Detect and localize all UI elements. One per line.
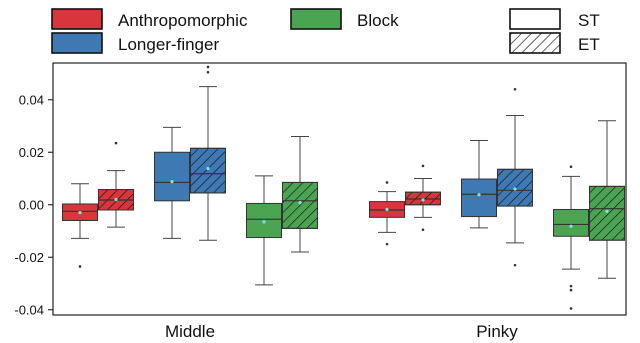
box-middle-block-st (246, 175, 282, 286)
mean-marker (262, 220, 266, 224)
mean-marker (114, 197, 118, 202)
legend: Anthropomorphic Longer-finger Block ST E… (51, 8, 600, 54)
outlier-point (421, 164, 425, 168)
outlier-point (569, 165, 573, 168)
outlier-point (569, 307, 573, 310)
legend-swatch-anthropomorphic (51, 8, 103, 30)
y-tick-label-1: 0.02 (19, 145, 44, 160)
legend-label-et: ET (578, 35, 600, 54)
mean-marker (513, 187, 517, 191)
box-middle-block-et (282, 136, 318, 253)
legend-label-block: Block (357, 11, 399, 30)
legend-swatch-et (509, 32, 561, 54)
box-middle-anthropomorphic-st (62, 183, 98, 268)
outlier-point (385, 242, 389, 246)
y-tick-label-2: 0.00 (19, 197, 44, 212)
outlier-point (78, 265, 82, 268)
outlier-point (114, 141, 118, 145)
mean-marker (569, 224, 573, 228)
y-tick-label-3: -0.02 (14, 250, 44, 265)
box-body (461, 178, 497, 218)
outlier-point (421, 228, 425, 231)
box-middle-longer-finger-st (154, 126, 190, 239)
outlier-point (569, 284, 573, 288)
box-pinky-block-st (553, 165, 589, 310)
legend-label-anthropomorphic: Anthropomorphic (118, 11, 248, 30)
outlier-point (206, 65, 210, 69)
outlier-point (513, 263, 517, 267)
box-pinky-block-et (589, 120, 625, 279)
legend-swatch-st (509, 8, 561, 30)
legend-label-st: ST (578, 11, 600, 30)
mean-marker (170, 180, 174, 184)
y-tick-label-4: -0.04 (14, 302, 44, 317)
box-middle-longer-finger-et (190, 65, 226, 241)
box-pinky-longer-finger-st (461, 139, 497, 229)
box-hatch (190, 147, 226, 194)
box-pinky-anthropomorphic-et (405, 164, 441, 231)
box-hatch (282, 181, 318, 229)
box-middle-anthropomorphic-et (98, 141, 134, 228)
box-pinky-longer-finger-et (497, 87, 533, 267)
box-body (553, 208, 589, 237)
category-label-middle: Middle (165, 322, 215, 341)
mean-marker (421, 198, 425, 202)
mean-marker (605, 209, 609, 213)
mean-marker (385, 207, 389, 212)
mean-marker (298, 201, 302, 205)
mean-marker (477, 193, 481, 197)
boxes (62, 65, 625, 310)
y-axis: 0.04 0.02 0.00 -0.02 -0.04 (14, 92, 53, 317)
mean-marker (78, 211, 82, 215)
outlier-point (385, 181, 389, 184)
legend-swatch-block (290, 8, 342, 30)
box-body (154, 151, 190, 202)
box-hatch (589, 185, 625, 241)
legend-swatch-longer-finger (51, 32, 103, 54)
outlier-point (206, 70, 210, 74)
plot-frame (52, 62, 627, 316)
mean-marker (206, 166, 210, 171)
category-label-pinky: Pinky (476, 322, 518, 341)
legend-label-longer-finger: Longer-finger (118, 35, 219, 54)
outlier-point (513, 87, 517, 91)
y-tick-label-0: 0.04 (19, 92, 44, 107)
box-pinky-anthropomorphic-st (369, 181, 405, 246)
outlier-point (569, 288, 573, 292)
